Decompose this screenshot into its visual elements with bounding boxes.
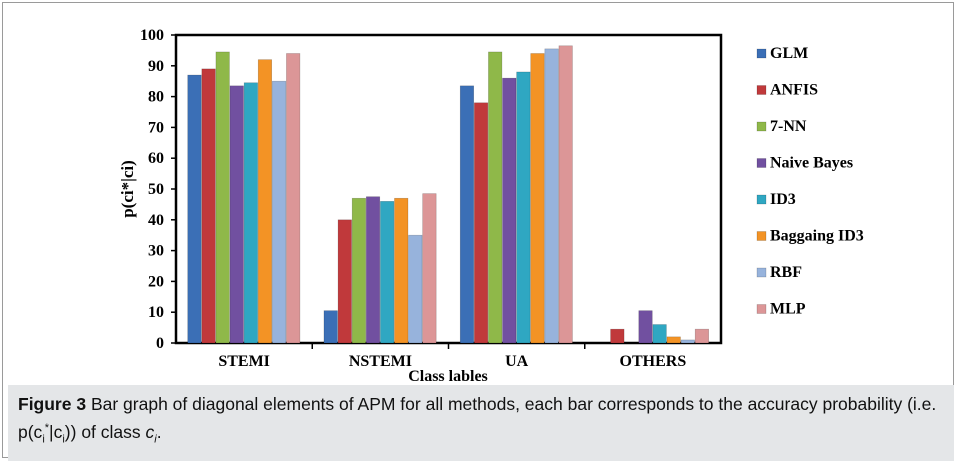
caption-text: Bar graph of diagonal elements of APM fo… <box>18 394 937 442</box>
legend-label: ID3 <box>770 191 796 208</box>
bar-id3-ua <box>516 71 531 344</box>
legend: GLM ANFIS 7-NN Naive Bayes ID3 Baggaing ID3 RB… <box>756 45 864 318</box>
bar-naive-bayes-stemi <box>229 85 244 344</box>
caption-subscript: i <box>42 433 45 446</box>
x-axis-label: Class lables <box>408 368 488 385</box>
caption-subscript-2: i <box>62 433 65 446</box>
bar-mlp-ua <box>558 45 573 344</box>
legend-label: Naive Bayes <box>770 155 853 172</box>
caption-final: . <box>156 421 162 442</box>
y-tick-label: 80 <box>148 89 164 106</box>
bar-baggaing-id3-nstemi <box>394 197 409 344</box>
legend-swatch <box>756 158 767 168</box>
legend-label: RBF <box>770 264 802 281</box>
caption-superscript: * <box>44 422 50 434</box>
y-tick-label: 0 <box>156 335 164 352</box>
bar-baggaing-id3-ua <box>530 53 545 344</box>
x-tick-label: OTHERS <box>620 353 687 370</box>
legend-label: MLP <box>770 301 806 318</box>
bar-naive-bayes-nstemi <box>365 196 381 344</box>
bar-rbf-stemi <box>272 80 287 344</box>
bar-naive-bayes-ua <box>502 77 517 344</box>
caption-mid: |c <box>49 421 63 442</box>
legend-swatch <box>756 304 767 314</box>
y-tick-label: 40 <box>148 212 164 229</box>
bar-7-nn-nstemi <box>351 197 366 344</box>
legend-swatch <box>756 194 767 205</box>
bar-rbf-ua <box>544 48 559 344</box>
caption-class-symbol: c <box>145 421 155 442</box>
bar-naive-bayes-others <box>638 310 653 344</box>
y-tick-label: 70 <box>148 119 164 136</box>
bar-7-nn-ua <box>488 51 503 344</box>
caption-end: )) of class <box>64 421 146 442</box>
y-tick-label: 10 <box>148 304 164 321</box>
bar-anfis-nstemi <box>337 219 352 344</box>
bar-anfis-others <box>610 328 625 344</box>
legend-swatch <box>756 48 767 59</box>
x-tick-label: STEMI <box>218 353 270 370</box>
y-axis-label: p(ci*|ci) <box>118 160 137 218</box>
bar-chart: 0 10 20 30 40 50 60 70 80 90 100 STEMI NSTEMI UA OTHER… <box>118 27 864 385</box>
caption-subscript-3: i <box>154 433 157 446</box>
y-tick-label: 20 <box>148 273 164 290</box>
bar-glm-ua <box>459 85 475 344</box>
bar-id3-nstemi <box>380 201 395 344</box>
legend-label: 7-NN <box>770 118 807 135</box>
bar-rbf-others <box>680 339 695 344</box>
bar-glm-stemi <box>187 74 202 344</box>
bar-baggaing-id3-others <box>666 336 681 344</box>
y-tick-label: 100 <box>140 27 164 44</box>
bar-id3-stemi <box>243 82 258 344</box>
y-tick-label: 60 <box>148 150 164 167</box>
bar-rbf-nstemi <box>408 234 423 344</box>
bar-mlp-stemi <box>286 53 301 344</box>
x-tick-label: NSTEMI <box>349 353 412 370</box>
bar-anfis-ua <box>474 102 489 344</box>
legend-label: Baggaing ID3 <box>770 228 864 245</box>
legend-label: GLM <box>770 45 808 62</box>
y-tick-label: 30 <box>148 243 164 260</box>
bar-7-nn-stemi <box>215 51 230 344</box>
bar-baggaing-id3-stemi <box>257 59 273 344</box>
bar-id3-others <box>652 324 667 344</box>
bar-anfis-stemi <box>201 68 216 344</box>
bar-mlp-nstemi <box>422 193 437 344</box>
bar-mlp-others <box>694 328 709 344</box>
legend-swatch <box>756 121 767 132</box>
y-tick-label: 50 <box>148 181 164 198</box>
bar-glm-nstemi <box>323 310 338 344</box>
y-tick-label: 90 <box>148 58 164 75</box>
figure-caption: Figure 3 Bar graph of diagonal elements … <box>18 392 938 451</box>
legend-swatch <box>756 231 767 241</box>
legend-label: ANFIS <box>770 82 818 99</box>
axis-layer: 0 10 20 30 40 50 60 70 80 90 100 STEMI NSTEMI UA OTHER… <box>140 27 723 370</box>
caption-label: Figure 3 <box>18 394 87 414</box>
legend-swatch <box>756 85 767 95</box>
legend-swatch <box>756 267 767 278</box>
bars-layer <box>187 45 709 344</box>
x-tick-label: UA <box>505 353 529 370</box>
caption-area: Figure 3 Bar graph of diagonal elements … <box>8 385 954 461</box>
